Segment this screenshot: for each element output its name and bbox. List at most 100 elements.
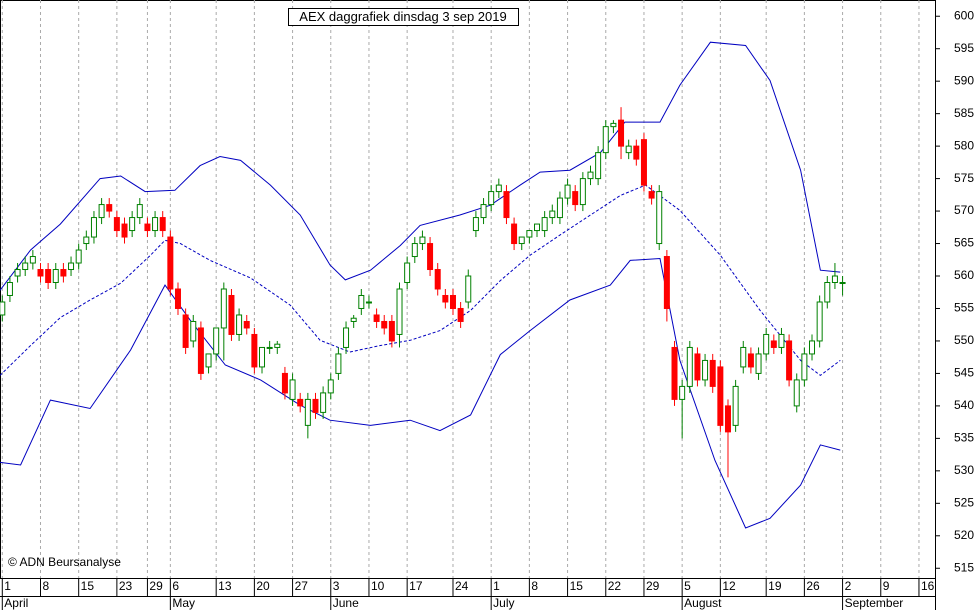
- candle-body: [129, 217, 136, 232]
- candle-body: [434, 269, 441, 290]
- candle-body: [174, 288, 181, 309]
- y-tick-label: 535: [954, 431, 974, 445]
- candle-body: [472, 217, 479, 232]
- candle-body: [686, 346, 693, 387]
- candle-body: [297, 398, 304, 407]
- x-tick-label: 22: [608, 579, 622, 593]
- y-tick-label: 565: [954, 236, 974, 250]
- y-tick-label: 590: [954, 73, 974, 87]
- month-label: May: [172, 596, 195, 610]
- y-tick-label: 555: [954, 301, 974, 315]
- x-tick-label: 1: [493, 579, 500, 593]
- candle-body: [190, 320, 197, 342]
- candle-body: [579, 178, 586, 206]
- x-tick-label: 10: [371, 579, 385, 593]
- candle-body: [327, 379, 334, 394]
- candle-body: [747, 353, 754, 368]
- y-tick-label: 540: [954, 398, 974, 412]
- candle-body: [419, 236, 426, 245]
- x-tick-label: 27: [295, 579, 309, 593]
- y-tick-label: 560: [954, 268, 974, 282]
- y-tick-label: 520: [954, 528, 974, 542]
- candle-body: [365, 301, 372, 304]
- candle-body: [14, 269, 21, 277]
- candle-body: [541, 217, 548, 232]
- candle-body: [274, 343, 281, 348]
- chart-title: AEX daggrafiek dinsdag 3 sep 2019: [299, 9, 506, 24]
- candle-body: [136, 204, 143, 219]
- candle-body: [60, 269, 67, 277]
- candle-body: [587, 171, 594, 180]
- y-tick-label: 545: [954, 366, 974, 380]
- x-tick-label: 15: [570, 579, 584, 593]
- candle-body: [709, 359, 716, 387]
- candle-body: [75, 249, 82, 264]
- candle-body: [343, 327, 350, 348]
- candle-body: [37, 269, 44, 277]
- candle-body: [534, 223, 541, 232]
- y-tick-label: 600: [954, 8, 974, 22]
- y-tick-label: 515: [954, 560, 974, 574]
- candle-body: [526, 230, 533, 238]
- candle-body: [457, 307, 464, 322]
- candle-body: [266, 346, 273, 349]
- x-tick-label: 20: [256, 579, 270, 593]
- month-label: September: [845, 596, 904, 610]
- candle-body: [205, 353, 212, 368]
- candle-body: [213, 327, 220, 355]
- x-tick-label: 8: [42, 579, 49, 593]
- x-tick-label: 17: [409, 579, 423, 593]
- candle-body: [45, 269, 52, 284]
- candle-body: [831, 275, 838, 284]
- month-label: August: [684, 596, 722, 610]
- candle-body: [671, 346, 678, 400]
- month-label: June: [333, 596, 359, 610]
- candle-body: [106, 204, 113, 212]
- candle-body: [411, 243, 418, 258]
- candle-body: [663, 256, 670, 309]
- candle-body: [518, 236, 525, 245]
- x-tick-label: 19: [768, 579, 782, 593]
- candle-body: [770, 340, 777, 348]
- y-tick-label: 530: [954, 463, 974, 477]
- x-tick-label: 26: [806, 579, 820, 593]
- candle-body: [495, 184, 502, 193]
- candle-body: [243, 320, 250, 329]
- candle-body: [564, 184, 571, 199]
- x-tick-label: 13: [218, 579, 232, 593]
- candle-body: [839, 282, 846, 285]
- candle-body: [113, 217, 120, 232]
- candle-body: [602, 126, 609, 154]
- candle-body: [633, 145, 640, 160]
- candle-body: [182, 314, 189, 348]
- candle-body: [640, 139, 647, 186]
- y-tick-label: 525: [954, 495, 974, 509]
- x-tick-label: 6: [172, 579, 179, 593]
- x-tick-label: 29: [646, 579, 660, 593]
- candle-body: [549, 210, 556, 219]
- candle-body: [694, 353, 701, 381]
- candle-body: [83, 236, 90, 245]
- candle-body: [656, 191, 663, 245]
- candle-body: [350, 317, 357, 322]
- x-tick-label: 3: [333, 579, 340, 593]
- candle-body: [335, 353, 342, 374]
- band-line: [0, 184, 841, 377]
- candle-body: [778, 333, 785, 348]
- x-tick-label: 16: [921, 579, 935, 593]
- candle-body: [90, 217, 97, 238]
- candle-body: [98, 204, 105, 219]
- candle-body: [29, 256, 36, 264]
- candle-body: [144, 223, 151, 232]
- candle-body: [732, 385, 739, 426]
- candle-body: [152, 217, 159, 232]
- candle-body: [197, 327, 204, 374]
- y-tick-label: 550: [954, 333, 974, 347]
- candle-body: [442, 294, 449, 303]
- candle-body: [648, 191, 655, 199]
- candle-body: [251, 333, 258, 368]
- x-tick-label: 12: [722, 579, 736, 593]
- candle-body: [304, 398, 311, 426]
- candle-body: [228, 294, 235, 335]
- x-tick-label: 23: [119, 579, 133, 593]
